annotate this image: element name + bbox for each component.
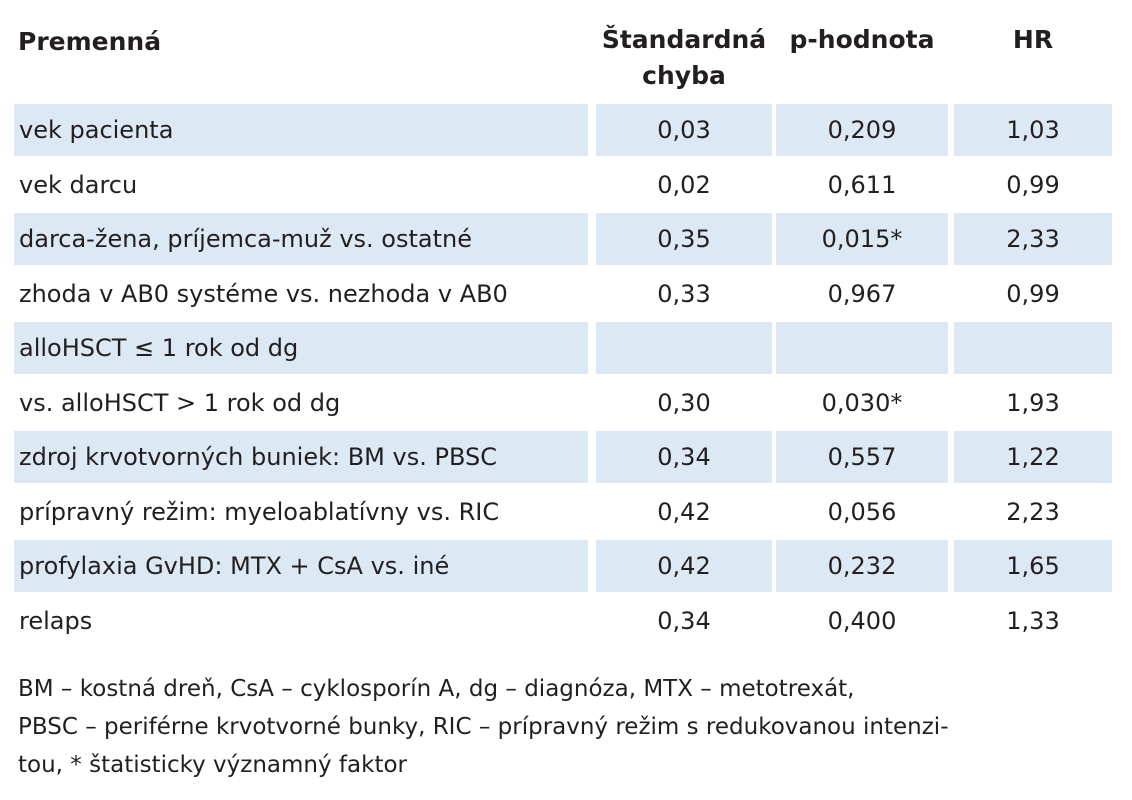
cell-p-value xyxy=(776,322,948,374)
cell-hr: 0,99 xyxy=(1006,279,1060,308)
cell-std-error: 0,34 xyxy=(596,431,772,483)
cell-p-value: 0,056 xyxy=(827,497,897,526)
table-row: zhoda v AB0 systéme vs. nezhoda v AB0 0,… xyxy=(0,268,1132,323)
cell-std-error: 0,35 xyxy=(596,213,772,265)
cell-std-error: 0,30 xyxy=(657,388,711,417)
footnote-line: tou, * štatisticky významný faktor xyxy=(18,752,407,778)
cell-p-value: 0,967 xyxy=(827,279,897,308)
cell-p-value: 0,209 xyxy=(776,104,948,156)
cell-hr: 0,99 xyxy=(1006,170,1060,199)
cell-std-error: 0,33 xyxy=(657,279,711,308)
cell-hr: 1,93 xyxy=(1006,388,1060,417)
table-header: Premenná Štandardná chyba p-hodnota HR xyxy=(0,22,1132,102)
cell-hr: 1,33 xyxy=(1006,606,1060,635)
cell-p-value: 0,611 xyxy=(827,170,897,199)
cell-std-error: 0,02 xyxy=(657,170,711,199)
cell-hr: 2,23 xyxy=(1006,497,1060,526)
cell-variable: relaps xyxy=(19,606,93,635)
cell-std-error: 0,42 xyxy=(596,540,772,592)
table-row: vek pacienta 0,03 0,209 1,03 xyxy=(0,104,1132,159)
footnote-line: BM – kostná dreň, CsA – cyklosporín A, d… xyxy=(18,676,855,702)
table-row: darca-žena, príjemca-muž vs. ostatné 0,3… xyxy=(0,213,1132,268)
table-body: vek pacienta 0,03 0,209 1,03 vek darcu 0… xyxy=(0,104,1132,649)
header-std-error: Štandardná chyba xyxy=(596,22,772,94)
table-row: vs. alloHSCT > 1 rok od dg 0,30 0,030* 1… xyxy=(0,377,1132,432)
table-row: vek darcu 0,02 0,611 0,99 xyxy=(0,159,1132,214)
cell-variable: alloHSCT ≤ 1 rok od dg xyxy=(14,322,588,374)
header-std-error-line2: chyba xyxy=(642,61,726,90)
table-row: alloHSCT ≤ 1 rok od dg xyxy=(0,322,1132,377)
cell-variable: zdroj krvotvorných buniek: BM vs. PBSC xyxy=(14,431,588,483)
cell-p-value: 0,557 xyxy=(776,431,948,483)
cell-p-value: 0,015* xyxy=(776,213,948,265)
table-row: prípravný režim: myeloablatívny vs. RIC … xyxy=(0,486,1132,541)
cell-hr: 2,33 xyxy=(954,213,1112,265)
cell-hr xyxy=(954,322,1112,374)
cell-std-error: 0,34 xyxy=(657,606,711,635)
cell-std-error: 0,03 xyxy=(596,104,772,156)
cell-p-value: 0,232 xyxy=(776,540,948,592)
cell-hr: 1,22 xyxy=(954,431,1112,483)
header-variable: Premenná xyxy=(18,27,162,56)
cell-p-value: 0,030* xyxy=(821,388,903,417)
table-row: zdroj krvotvorných buniek: BM vs. PBSC 0… xyxy=(0,431,1132,486)
cell-variable: zhoda v AB0 systéme vs. nezhoda v AB0 xyxy=(19,279,508,308)
header-p-value: p-hodnota xyxy=(789,25,935,54)
header-std-error-line1: Štandardná xyxy=(601,25,767,54)
cell-variable: profylaxia GvHD: MTX + CsA vs. iné xyxy=(14,540,588,592)
cell-hr: 1,65 xyxy=(954,540,1112,592)
cell-std-error xyxy=(596,322,772,374)
table-footnote: BM – kostná dreň, CsA – cyklosporín A, d… xyxy=(18,670,1118,784)
cell-p-value: 0,400 xyxy=(827,606,897,635)
table-row: profylaxia GvHD: MTX + CsA vs. iné 0,42 … xyxy=(0,540,1132,595)
footnote-line: PBSC – periférne krvotvorné bunky, RIC –… xyxy=(18,714,949,740)
cell-variable: vs. alloHSCT > 1 rok od dg xyxy=(19,388,341,417)
cell-variable: vek pacienta xyxy=(14,104,588,156)
cell-variable: vek darcu xyxy=(19,170,138,199)
cell-hr: 1,03 xyxy=(954,104,1112,156)
table-row: relaps 0,34 0,400 1,33 xyxy=(0,595,1132,650)
cell-variable: prípravný režim: myeloablatívny vs. RIC xyxy=(19,497,500,526)
cell-variable: darca-žena, príjemca-muž vs. ostatné xyxy=(14,213,588,265)
header-hr: HR xyxy=(1012,25,1054,54)
cell-std-error: 0,42 xyxy=(657,497,711,526)
